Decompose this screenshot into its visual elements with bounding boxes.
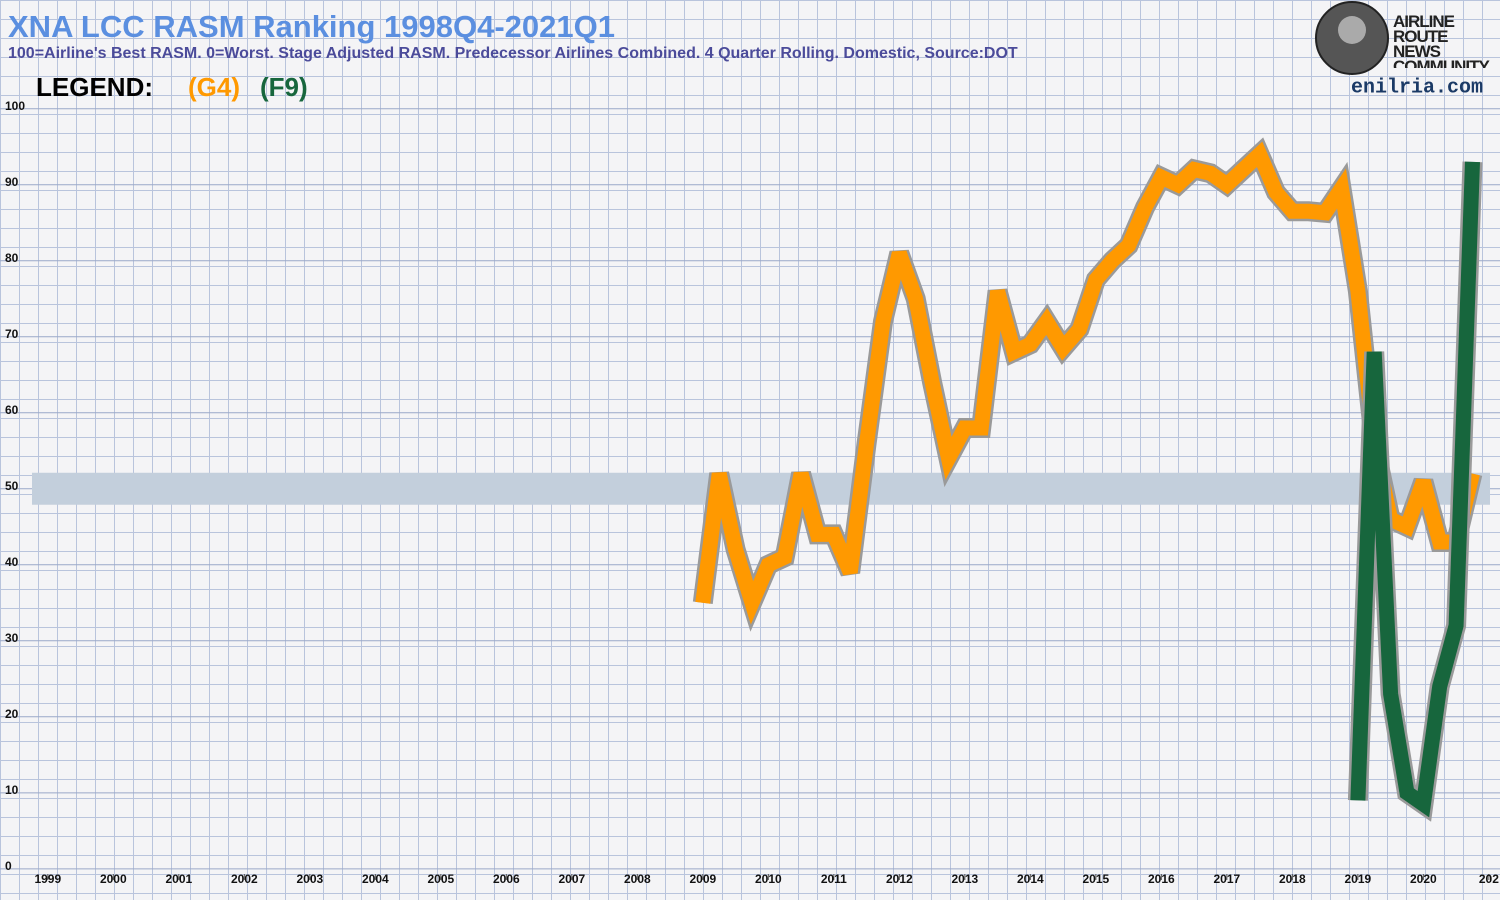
series-line xyxy=(1350,161,1480,818)
x-tick-label: 2013 xyxy=(951,872,978,886)
x-tick-label: 2000 xyxy=(100,872,127,886)
x-tick-label: 2010 xyxy=(755,872,782,886)
y-tick-label: 0 xyxy=(5,859,12,873)
chart-subtitle: 100=Airline's Best RASM. 0=Worst. Stage … xyxy=(8,45,1018,62)
y-tick-label: 30 xyxy=(5,631,19,645)
y-tick-label: 70 xyxy=(5,327,19,341)
legend-title: LEGEND: xyxy=(36,72,153,102)
x-tick-label: 2015 xyxy=(1083,872,1110,886)
x-tick-label: 2018 xyxy=(1279,872,1306,886)
y-tick-label: 90 xyxy=(5,175,19,189)
x-tick-label: 2003 xyxy=(296,872,323,886)
x-tick-label: 2005 xyxy=(427,872,454,886)
y-tick-label: 20 xyxy=(5,707,19,721)
x-tick-label: 2017 xyxy=(1214,872,1241,886)
x-tick-label: 202 xyxy=(1479,872,1499,886)
y-tick-label: 80 xyxy=(5,251,19,265)
plot-layer: 0 10 20 30 40 50 60 70 80 90 100 1999 2000 2001 2002 20… xyxy=(0,99,1500,886)
series-line xyxy=(695,141,1480,625)
legend-entry: (F9) xyxy=(260,72,308,102)
x-tick-label: 2007 xyxy=(558,872,585,886)
x-tick-label: 2011 xyxy=(821,872,847,886)
x-tick-label: 2019 xyxy=(1345,872,1372,886)
logo-text: AIRLINE ROUTE NEWS COMMUNITY xyxy=(1393,14,1490,68)
x-tick-label: 2001 xyxy=(165,872,192,886)
x-tick-label: 2012 xyxy=(886,872,913,886)
x-tick-label: 2004 xyxy=(362,872,389,886)
y-tick-label: 100 xyxy=(5,99,25,113)
x-tick-label: 2020 xyxy=(1410,872,1437,886)
x-tick-label: 1999 xyxy=(34,872,61,886)
y-tick-label: 40 xyxy=(5,555,19,569)
x-tick-label: 2016 xyxy=(1148,872,1175,886)
x-tick-label: 2002 xyxy=(231,872,258,886)
x-tick-label: 2009 xyxy=(689,872,716,886)
website: enilria.com xyxy=(1351,76,1483,99)
y-tick-label: 10 xyxy=(5,783,19,797)
logo-box: AIRLINE ROUTE NEWS COMMUNITY xyxy=(1393,14,1490,68)
x-tick-label: 2014 xyxy=(1017,872,1044,886)
x-tick-label: 2008 xyxy=(624,872,651,886)
y-tick-label: 60 xyxy=(5,403,19,417)
x-tick-label: 2006 xyxy=(493,872,520,886)
chart-title: XNA LCC RASM Ranking 1998Q4-2021Q1 xyxy=(8,9,615,44)
logo-face xyxy=(1338,16,1366,44)
y-tick-label: 50 xyxy=(5,479,19,493)
legend-entry: (G4) xyxy=(188,72,240,102)
